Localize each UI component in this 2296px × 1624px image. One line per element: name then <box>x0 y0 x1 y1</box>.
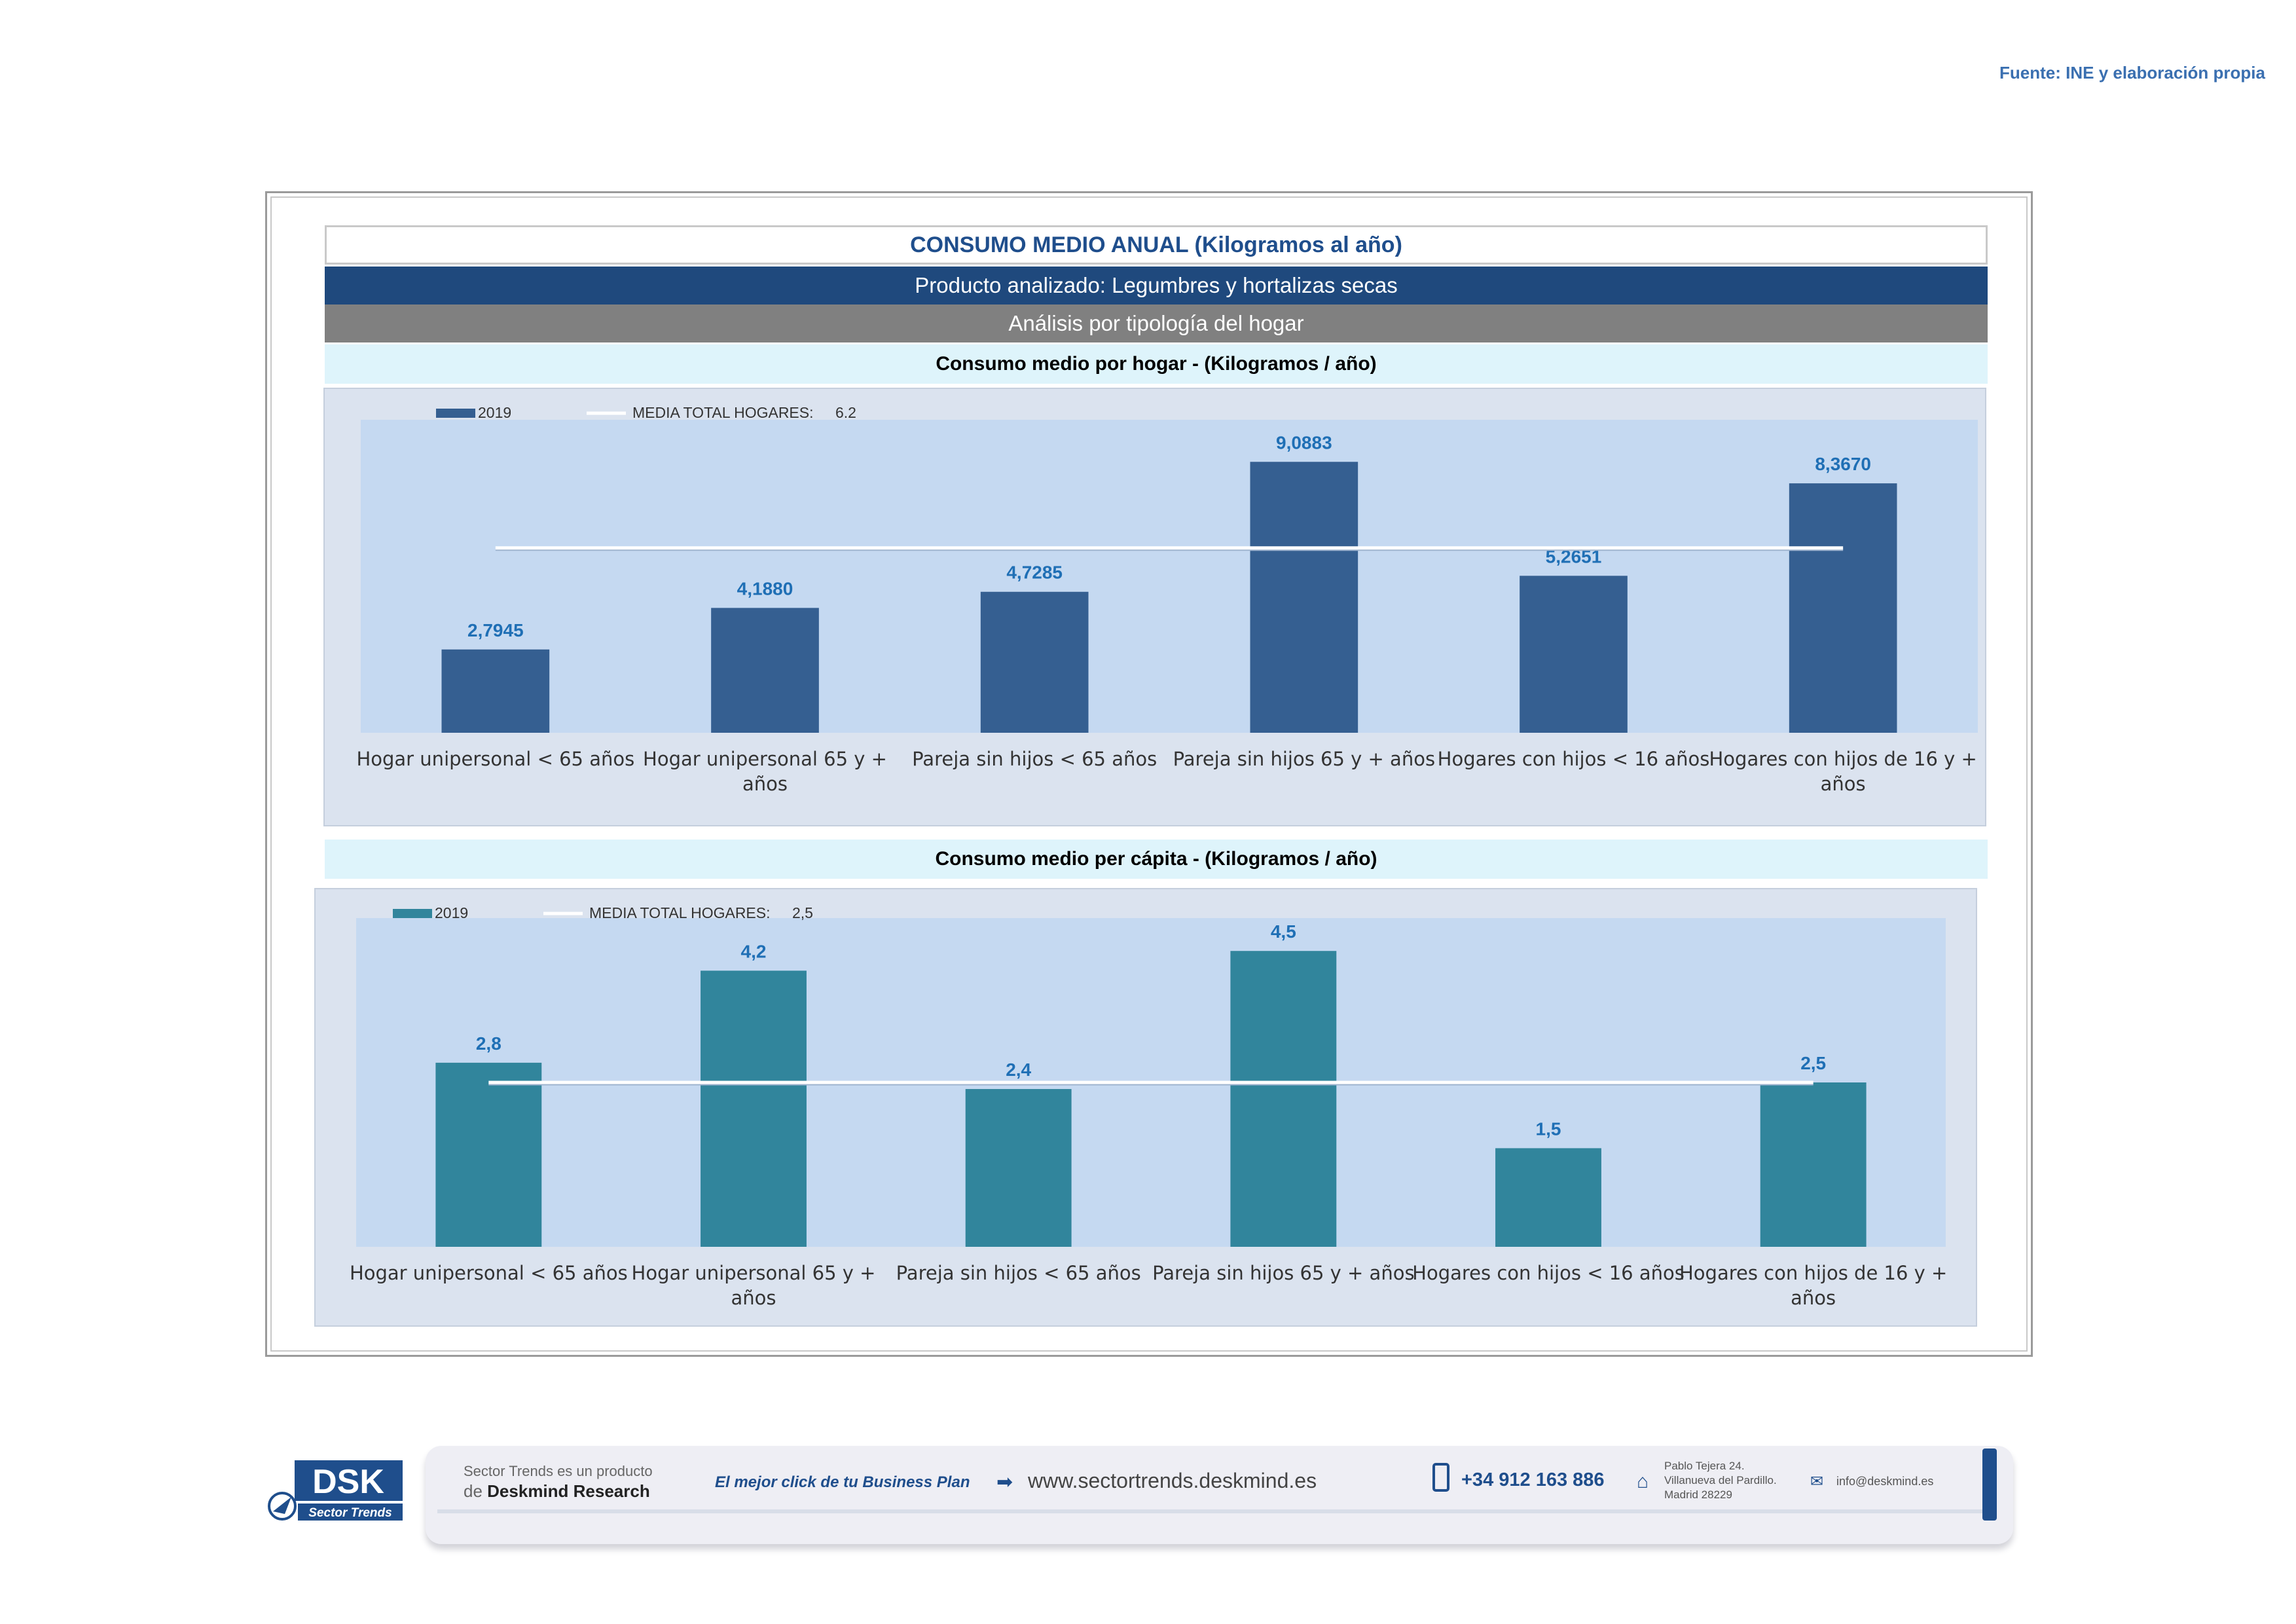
address-line1: Pablo Tejera 24. <box>1664 1460 1745 1472</box>
chart2-bar-0 <box>435 1062 542 1247</box>
chart1-bar-0 <box>441 649 550 733</box>
address-line3: Madrid 28229 <box>1664 1488 1732 1501</box>
chart2-title: Consumo medio per cápita - (Kilogramos /… <box>325 840 1988 879</box>
chart2-value-label-2: 2,4 <box>1006 1060 1031 1080</box>
footer-product-prefix: de <box>464 1481 488 1501</box>
chart-consumo-hogar: 2019 MEDIA TOTAL HOGARES: 6.2 2,7945 Hogar u… <box>323 388 1986 826</box>
chart1-category-label-4: Hogares con hijos < 16 años <box>1438 748 1710 770</box>
chart2-legend-avg-label: MEDIA TOTAL HOGARES: <box>589 904 771 921</box>
analysis-banner: Análisis por tipología del hogar <box>325 304 1988 342</box>
footer-divider <box>437 1509 1982 1513</box>
chart1-value-label-5: 8,3670 <box>1815 454 1871 474</box>
chart1-value-label-3: 9,0883 <box>1276 432 1332 452</box>
chart1-bar-5 <box>1789 483 1897 733</box>
chart1-category-label-3: Pareja sin hijos 65 y + años <box>1173 748 1435 770</box>
chart1-bar-4 <box>1520 576 1628 733</box>
arrow-right-icon: ➡ <box>996 1471 1013 1493</box>
footer-phone[interactable]: +34 912 163 886 <box>1461 1469 1605 1490</box>
footer-email-link[interactable]: info@deskmind.es <box>1836 1475 1934 1488</box>
product-banner: Producto analizado: Legumbres y hortaliz… <box>325 267 1988 304</box>
chart1-category-label-5-line2: años <box>1821 773 1866 795</box>
chart1-legend-avg-value: 6.2 <box>835 404 856 421</box>
logo-text: DSK <box>312 1463 384 1501</box>
chart2-value-label-5: 2,5 <box>1800 1053 1826 1073</box>
chart2-value-label-4: 1,5 <box>1536 1118 1561 1139</box>
source-note: Fuente: INE y elaboración propia <box>1999 63 2265 83</box>
chart-consumo-per-capita: 2019 MEDIA TOTAL HOGARES: 2,5 2,8 Hogar unip… <box>314 888 1977 1327</box>
chart1-legend-swatch <box>436 409 475 418</box>
footer-brand: Deskmind Research <box>487 1481 650 1501</box>
chart1-value-label-1: 4,1880 <box>737 578 793 599</box>
chart2-category-label-4: Hogares con hijos < 16 años <box>1412 1262 1685 1284</box>
chart2-value-label-0: 2,8 <box>476 1033 501 1054</box>
chart2-bar-3 <box>1230 951 1337 1247</box>
report-title: CONSUMO MEDIO ANUAL (Kilogramos al año) <box>325 225 1988 265</box>
chart2-value-label-3: 4,5 <box>1271 921 1296 942</box>
chart2-bar-1 <box>701 970 807 1247</box>
chart2-category-label-5-line2: años <box>1791 1287 1836 1309</box>
chart1-category-label-2: Pareja sin hijos < 65 años <box>912 748 1157 770</box>
address-line2: Villanueva del Pardillo. <box>1664 1474 1777 1486</box>
chart1-title: Consumo medio por hogar - (Kilogramos / … <box>325 344 1988 384</box>
chart2-bar-2 <box>965 1089 1072 1247</box>
chart2-bar-4 <box>1495 1148 1601 1247</box>
chart1-value-label-0: 2,7945 <box>467 620 524 640</box>
logo-subtext: Sector Trends <box>308 1506 392 1520</box>
chart1-category-label-0: Hogar unipersonal < 65 años <box>356 748 634 770</box>
chart1-bar-3 <box>1250 462 1358 733</box>
chart2-bar-5 <box>1760 1082 1867 1247</box>
report-frame-inner <box>270 196 2028 1352</box>
footer-accent-strip <box>1982 1449 1997 1521</box>
chart2-category-label-3: Pareja sin hijos 65 y + años <box>1152 1262 1414 1284</box>
footer-product-line2: de Deskmind Research <box>464 1481 650 1502</box>
home-icon: ⌂ <box>1637 1471 1649 1492</box>
chart2-legend-series: 2019 <box>435 904 468 921</box>
dsk-logo: DSK Sector Trends <box>265 1459 409 1524</box>
chart2-legend-avg-value: 2,5 <box>792 904 813 921</box>
chart2-category-label-1-line2: años <box>731 1287 776 1309</box>
chart1-legend-series: 2019 <box>478 404 511 421</box>
chart2-value-label-1: 4,2 <box>741 941 767 961</box>
chart2-category-label-0: Hogar unipersonal < 65 años <box>350 1262 628 1284</box>
chart1-value-label-2: 4,7285 <box>1006 563 1063 583</box>
report-frame <box>265 191 2033 1357</box>
phone-icon <box>1432 1463 1449 1492</box>
footer-product-line1: Sector Trends es un producto <box>464 1463 653 1479</box>
chart1-category-label-1-line2: años <box>742 773 788 795</box>
chart2-category-label-5: Hogares con hijos de 16 y + <box>1679 1262 1947 1284</box>
chart1-category-label-1: Hogar unipersonal 65 y + <box>643 748 887 770</box>
chart1-bar-1 <box>711 608 819 733</box>
footer-website-link[interactable]: www.sectortrends.deskmind.es <box>1028 1469 1317 1492</box>
mail-icon: ✉ <box>1810 1473 1824 1490</box>
chart1-legend-avg-label: MEDIA TOTAL HOGARES: <box>632 404 814 421</box>
chart2-category-label-1: Hogar unipersonal 65 y + <box>632 1262 876 1284</box>
footer-bar <box>426 1446 2013 1544</box>
footer-slogan: El mejor click de tu Business Plan <box>715 1473 970 1491</box>
chart2-svg: 2019 MEDIA TOTAL HOGARES: 2,5 2,8 Hogar unip… <box>350 904 1947 1309</box>
chart1-svg: 2019 MEDIA TOTAL HOGARES: 6.2 2,7945 Hogar u… <box>356 404 1978 795</box>
chart2-legend-swatch <box>393 909 432 918</box>
chart1-category-label-5: Hogares con hijos de 16 y + <box>1709 748 1977 770</box>
chart2-category-label-2: Pareja sin hijos < 65 años <box>896 1262 1141 1284</box>
chart1-plot-area <box>361 420 1978 733</box>
chart1-bar-2 <box>980 591 1089 733</box>
footer-address: Pablo Tejera 24. Villanueva del Pardillo… <box>1664 1459 1815 1502</box>
dsk-logo-icon: DSK Sector Trends <box>268 1460 403 1521</box>
